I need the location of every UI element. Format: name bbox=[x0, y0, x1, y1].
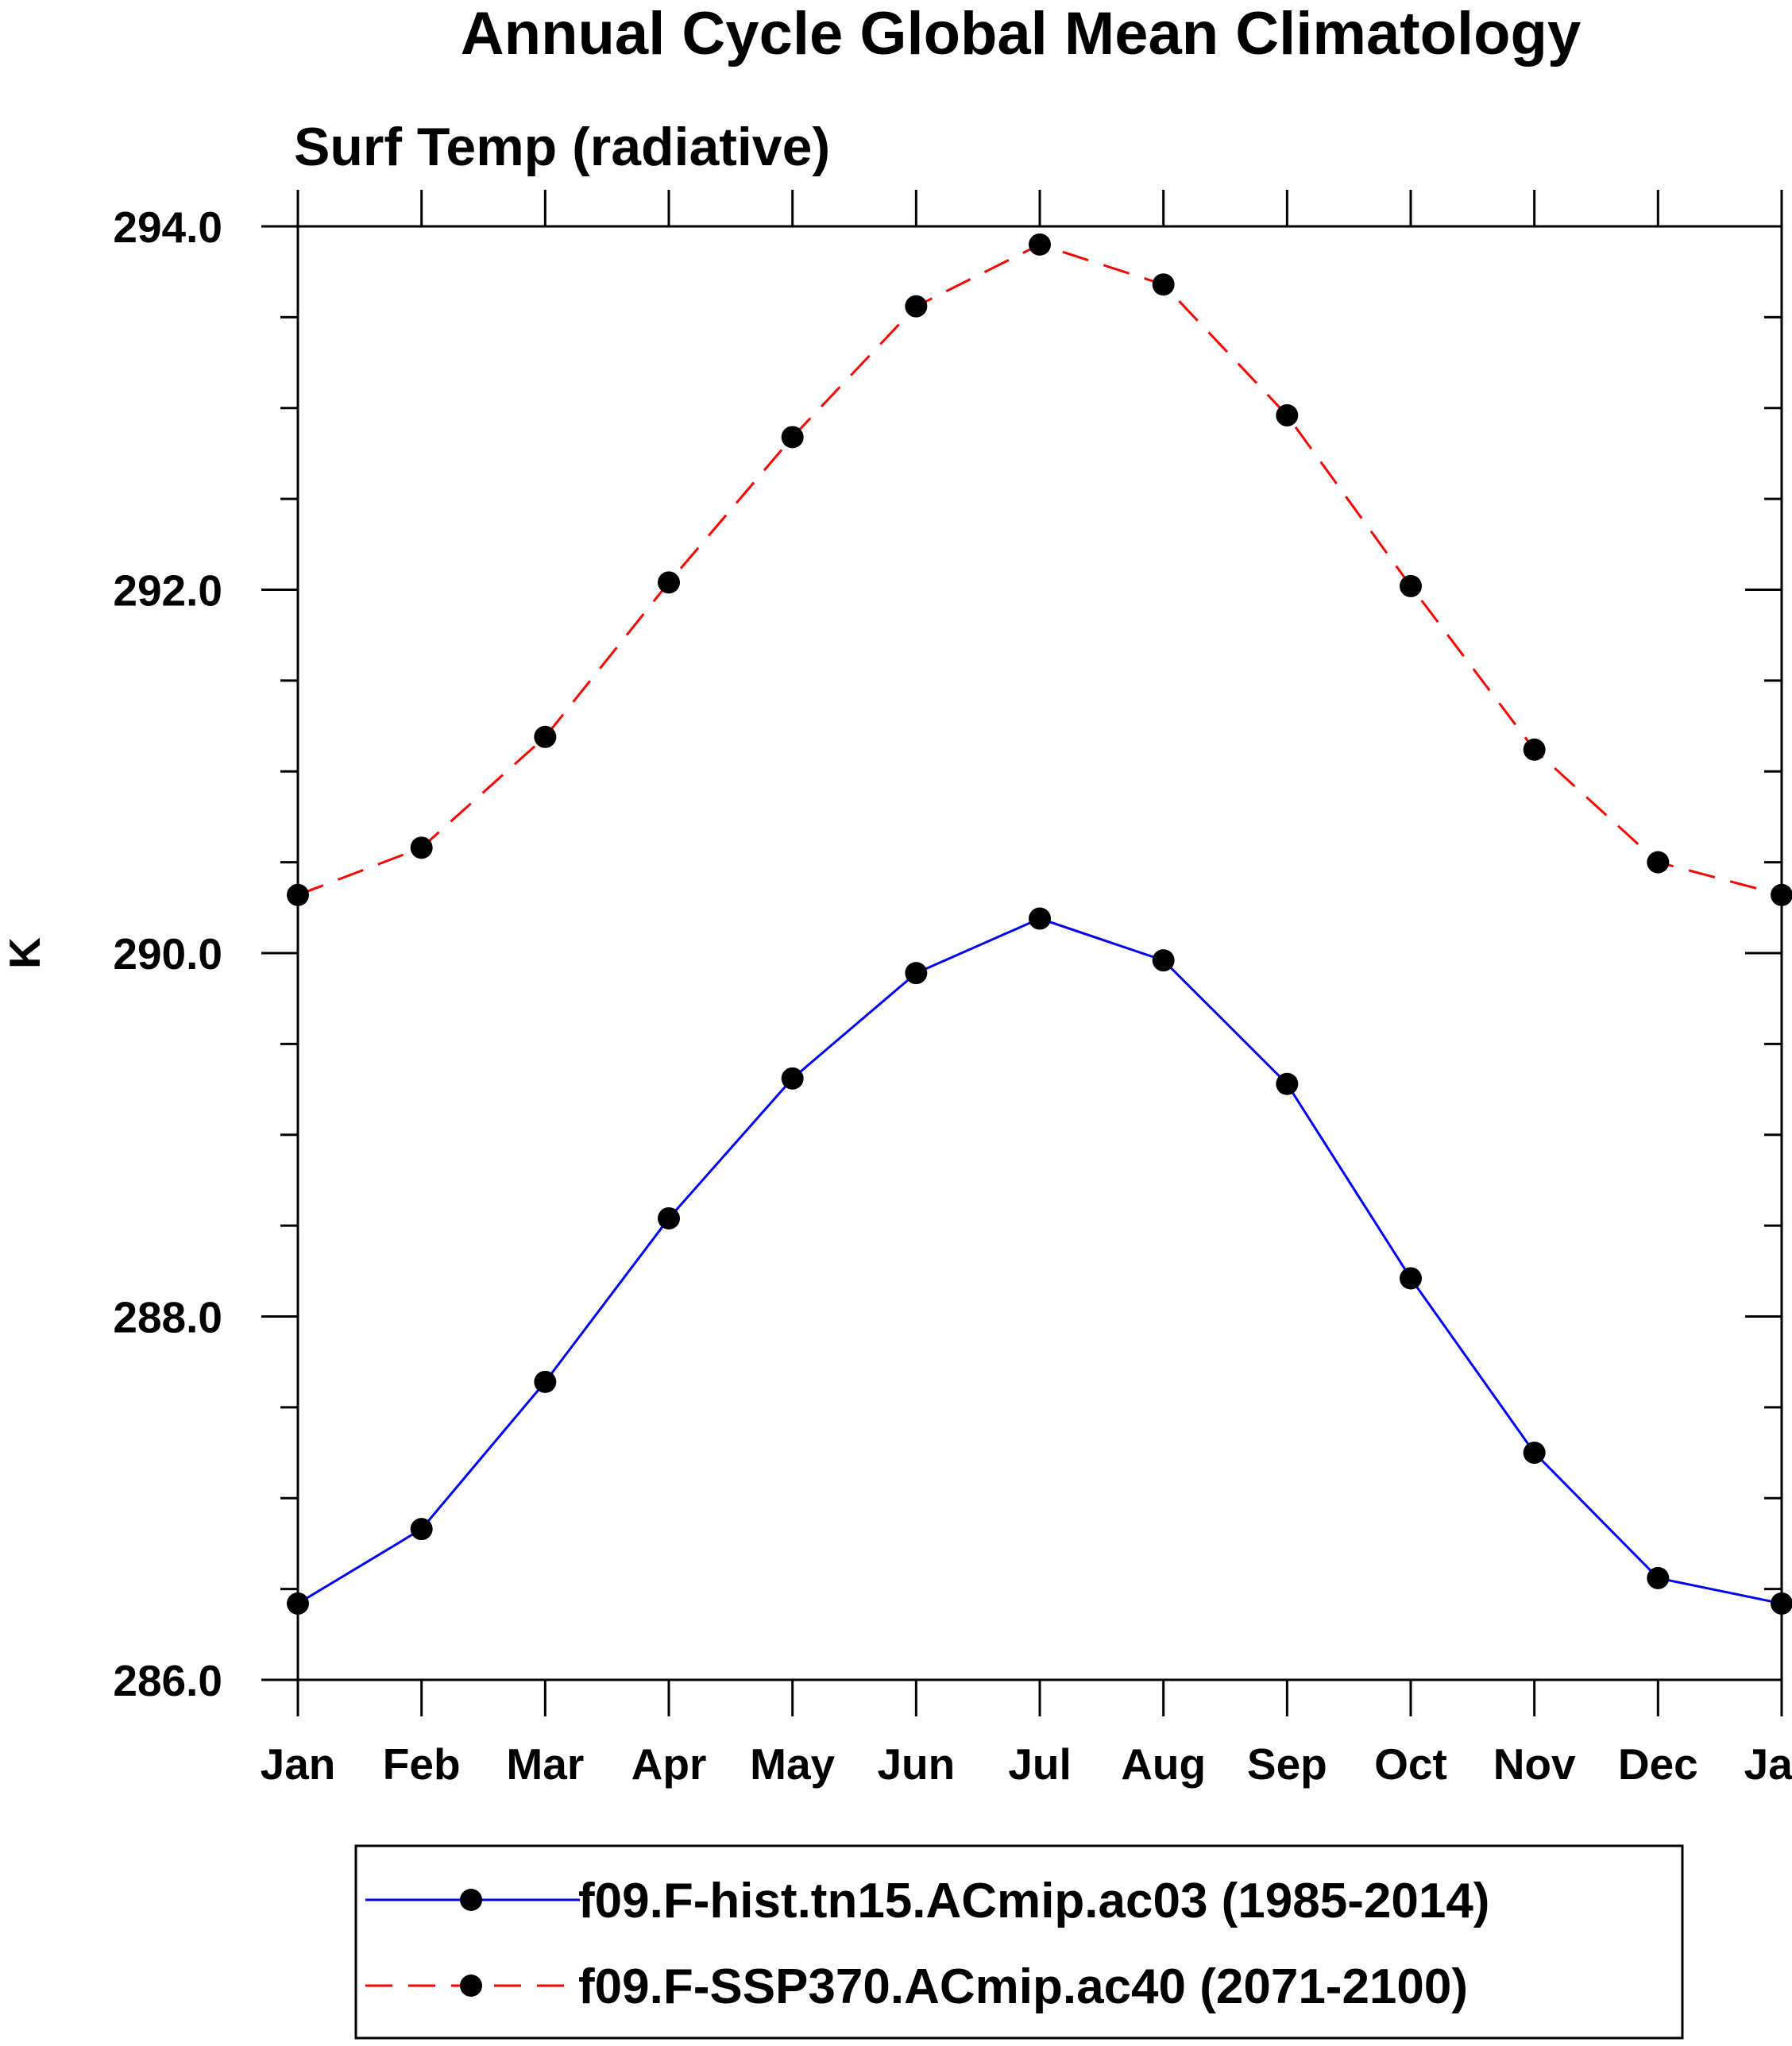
series-0-point bbox=[905, 962, 928, 985]
series-1-point bbox=[1523, 738, 1546, 761]
legend: f09.F-hist.tn15.ACmip.ac03 (1985-2014) f… bbox=[354, 1844, 1684, 2040]
series-1-point bbox=[781, 426, 804, 449]
chart-subtitle: Surf Temp (radiative) bbox=[294, 117, 830, 177]
series-1-point bbox=[1647, 851, 1670, 874]
series-0-point bbox=[1647, 1566, 1670, 1589]
x-tick-label: Aug bbox=[1121, 1739, 1206, 1789]
y-tick-label: 286.0 bbox=[113, 1656, 222, 1705]
legend-marker-hist bbox=[460, 1889, 482, 1911]
x-tick-label: Mar bbox=[506, 1739, 584, 1789]
y-tick-label: 294.0 bbox=[113, 203, 222, 252]
legend-label-ssp370: f09.F-SSP370.ACmip.ac40 (2071-2100) bbox=[578, 1959, 1468, 2014]
x-tick-label: May bbox=[750, 1739, 835, 1789]
x-tick-label: Feb bbox=[383, 1739, 461, 1789]
series-1-point bbox=[1029, 233, 1051, 256]
x-tick-label: Jul bbox=[1008, 1739, 1071, 1789]
series-0-point bbox=[410, 1518, 433, 1541]
series-1-point bbox=[287, 883, 309, 906]
series-0-point bbox=[781, 1067, 804, 1090]
axis-ticks: Jan Feb Mar Apr May Jun Jul Aug Sep Oct Nov Dec Jan 2… bbox=[113, 190, 1792, 1789]
x-tick-label: Sep bbox=[1247, 1739, 1327, 1789]
series-0-point bbox=[1523, 1442, 1546, 1465]
series-1-point bbox=[534, 725, 557, 748]
series-1-point bbox=[1276, 403, 1299, 427]
series-0-point bbox=[287, 1592, 309, 1615]
series-0-point bbox=[1276, 1072, 1299, 1095]
legend-box bbox=[354, 1844, 1684, 2040]
series-line-1 bbox=[297, 243, 1782, 897]
x-tick-label: Apr bbox=[631, 1739, 707, 1789]
series-layer bbox=[287, 233, 1792, 1615]
series-0-point bbox=[1152, 949, 1175, 972]
series-1-point bbox=[905, 295, 928, 318]
y-axis-label: K bbox=[0, 937, 49, 969]
series-1-point bbox=[1400, 574, 1422, 597]
series-1-point bbox=[410, 836, 433, 859]
series-0-point bbox=[1400, 1267, 1422, 1290]
x-tick-label: Oct bbox=[1374, 1739, 1447, 1789]
series-0-point bbox=[658, 1206, 680, 1230]
x-tick-label: Jan bbox=[1744, 1739, 1792, 1789]
x-tick-label: Jun bbox=[877, 1739, 955, 1789]
legend-marker-ssp370 bbox=[460, 1975, 482, 1997]
series-0-point bbox=[1029, 907, 1051, 930]
legend-label-hist: f09.F-hist.tn15.ACmip.ac03 (1985-2014) bbox=[578, 1874, 1489, 1928]
chart-title: Annual Cycle Global Mean Climatology bbox=[461, 0, 1581, 68]
x-tick-label: Dec bbox=[1618, 1739, 1698, 1789]
y-tick-label: 288.0 bbox=[113, 1293, 222, 1342]
x-tick-label: Jan bbox=[261, 1739, 336, 1789]
series-0-point bbox=[534, 1370, 557, 1393]
series-1-point bbox=[1152, 273, 1175, 296]
y-tick-label: 292.0 bbox=[113, 566, 222, 616]
series-1-point bbox=[1771, 883, 1792, 906]
x-tick-label: Nov bbox=[1493, 1739, 1576, 1789]
plot-frame bbox=[296, 225, 1783, 1681]
series-1-point bbox=[658, 571, 680, 594]
series-line-0 bbox=[297, 917, 1782, 1605]
y-tick-label: 290.0 bbox=[113, 929, 222, 979]
series-0-point bbox=[1771, 1592, 1792, 1615]
